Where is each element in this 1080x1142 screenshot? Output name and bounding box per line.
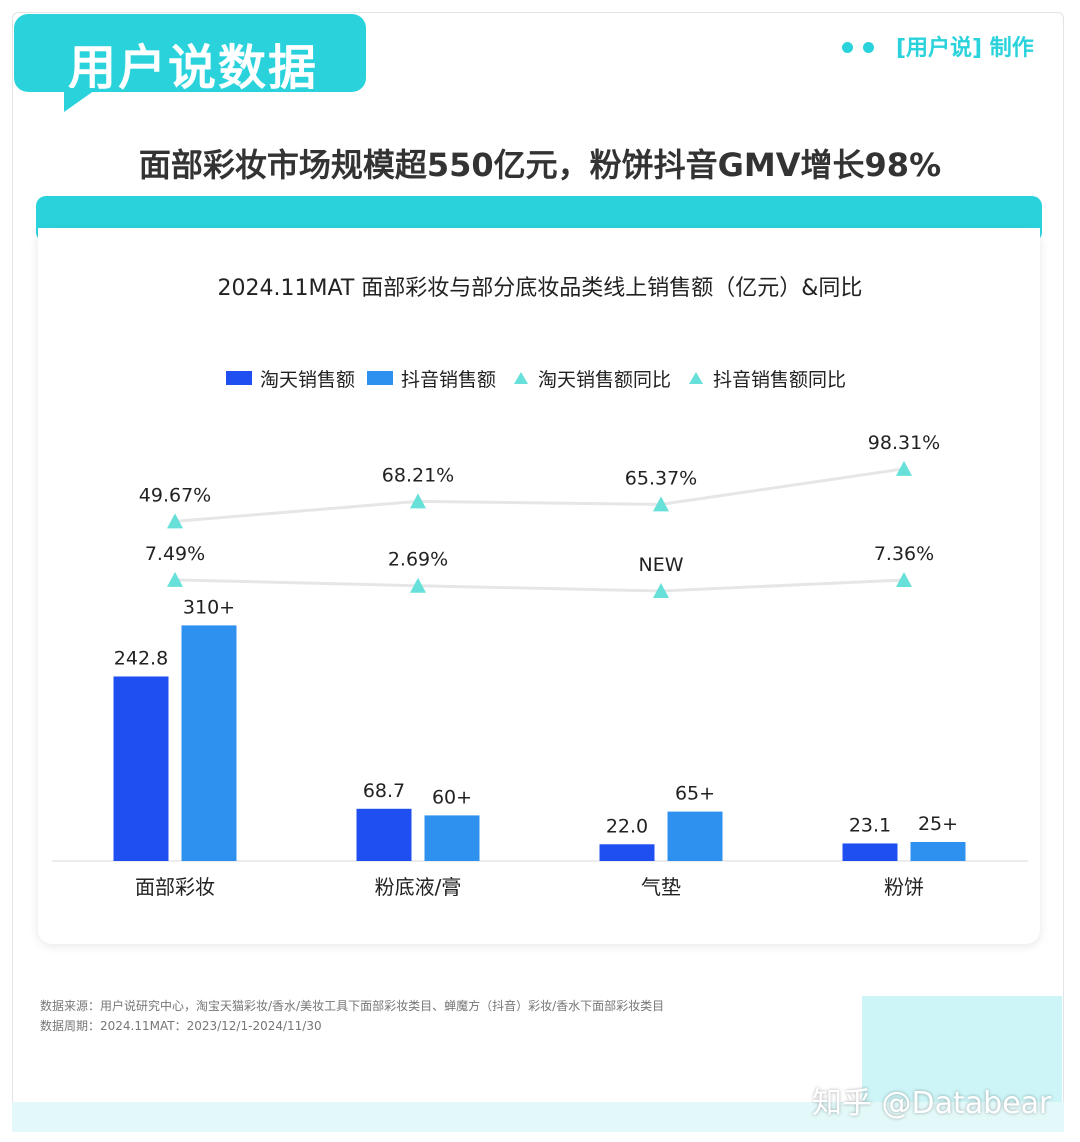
point-douyin-yoy-3 — [896, 460, 912, 476]
brand-badge: 用户说数据 — [14, 14, 366, 96]
legend-label-taotian-sales: 淘天销售额 — [260, 368, 356, 391]
bar-taotian-0 — [113, 676, 169, 861]
line-douyin-yoy — [174, 467, 905, 523]
legend-label-douyin-sales: 抖音销售额 — [401, 368, 497, 391]
point-douyin-yoy-2 — [653, 496, 669, 512]
legend-triangle-icon — [514, 372, 529, 384]
chart-legend: 淘天销售额 抖音销售额 淘天销售额同比 抖音销售额同比 — [226, 365, 858, 392]
bar-taotian-3 — [842, 843, 898, 861]
data-source-text: 数据来源：用户说研究中心，淘宝天猫彩妆/香水/美妆工具下面部彩妆类目、蝉魔方（抖… — [40, 999, 665, 1013]
legend-swatch-taotian — [226, 371, 252, 385]
bar-douyin-3 — [910, 842, 966, 861]
bar-label-douyin-0: 310+ — [183, 596, 235, 618]
bar-label-taotian-3: 23.1 — [849, 814, 891, 836]
zhihu-watermark: 知乎 @Databear — [812, 1086, 1052, 1121]
category-label-2: 气垫 — [641, 875, 681, 899]
point-label-taotian-yoy-2: NEW — [638, 554, 683, 576]
decorative-dots — [842, 38, 884, 57]
bar-douyin-2 — [667, 811, 723, 861]
bar-label-douyin-1: 60+ — [432, 786, 472, 808]
line-taotian-yoy — [174, 578, 905, 593]
point-label-taotian-yoy-0: 7.49% — [145, 543, 205, 565]
bar-label-taotian-2: 22.0 — [606, 815, 648, 837]
bar-label-douyin-3: 25+ — [918, 813, 958, 835]
footer-strip — [12, 1102, 1064, 1132]
chart-title: 2024.11MAT 面部彩妆与部分底妆品类线上销售额（亿元）&同比 — [217, 276, 863, 301]
bar-label-taotian-0: 242.8 — [114, 647, 168, 669]
dot-icon — [842, 42, 853, 53]
bar-douyin-0 — [181, 625, 237, 861]
legend-item-taotian-sales: 淘天销售额 — [226, 365, 355, 392]
legend-label-douyin-yoy: 抖音销售额同比 — [713, 368, 847, 391]
legend-label-taotian-yoy: 淘天销售额同比 — [538, 368, 672, 391]
point-douyin-yoy-1 — [410, 493, 426, 509]
dot-icon — [863, 42, 874, 53]
point-label-douyin-yoy-3: 98.31% — [868, 432, 940, 454]
brand-badge-text: 用户说数据 — [68, 40, 319, 96]
point-label-taotian-yoy-1: 2.69% — [388, 549, 448, 571]
data-source-note: 数据来源：用户说研究中心，淘宝天猫彩妆/香水/美妆工具下面部彩妆类目、蝉魔方（抖… — [40, 996, 664, 1036]
page-headline: 面部彩妆市场规模超550亿元，粉饼抖音GMV增长98% — [138, 146, 942, 184]
category-label-3: 粉饼 — [884, 875, 924, 899]
point-label-douyin-yoy-0: 49.67% — [139, 484, 211, 506]
legend-swatch-douyin — [367, 371, 394, 385]
point-label-taotian-yoy-3: 7.36% — [874, 543, 934, 565]
legend-item-taotian-yoy: 淘天销售额同比 — [508, 365, 671, 392]
legend-item-douyin-yoy: 抖音销售额同比 — [683, 365, 846, 392]
card-top-cover — [38, 228, 1040, 244]
point-label-douyin-yoy-2: 65.37% — [625, 467, 697, 489]
maker-label: [用户说] 制作 — [896, 36, 1034, 61]
bar-taotian-1 — [356, 808, 412, 861]
point-label-douyin-yoy-1: 68.21% — [382, 464, 454, 486]
point-taotian-yoy-2 — [653, 583, 669, 598]
bar-taotian-2 — [599, 844, 655, 861]
legend-triangle-icon — [689, 372, 704, 384]
legend-item-douyin-sales: 抖音销售额 — [367, 365, 496, 392]
point-taotian-yoy-1 — [410, 577, 426, 593]
point-taotian-yoy-0 — [167, 571, 183, 587]
bar-douyin-1 — [424, 815, 480, 861]
category-label-1: 粉底液/膏 — [375, 875, 462, 899]
point-taotian-yoy-3 — [896, 572, 912, 588]
brand-badge-tail — [64, 88, 98, 112]
bar-label-taotian-1: 68.7 — [363, 780, 405, 802]
bar-label-douyin-2: 65+ — [675, 783, 715, 805]
data-period-text: 数据周期：2024.11MAT：2023/12/1-2024/11/30 — [40, 1019, 322, 1033]
footer-accent-block — [862, 996, 1062, 1102]
category-label-0: 面部彩妆 — [135, 875, 215, 899]
point-douyin-yoy-0 — [167, 513, 183, 529]
